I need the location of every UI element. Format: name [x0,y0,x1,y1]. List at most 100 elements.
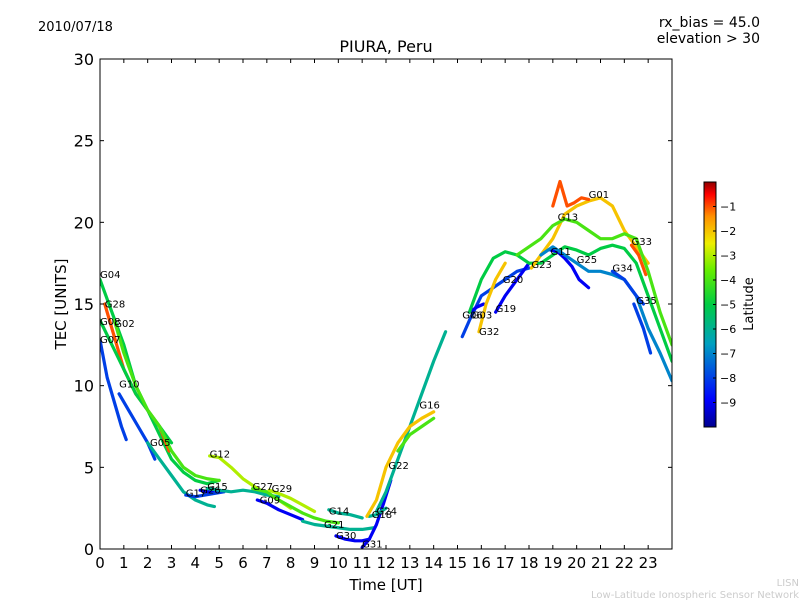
series-line-g32 [477,261,507,334]
series-line-g15 [205,486,281,499]
footer-network: Low-Latitude Ionospheric Sensor Network [591,590,799,600]
series-label-g11: G11 [550,247,570,258]
x-tick-label: 7 [262,554,272,572]
series-line-g14 [327,508,364,520]
x-tick-label: 15 [448,554,467,572]
x-tick-label: 5 [214,554,224,572]
x-tick-label: 9 [310,554,320,572]
series-label-g26: G26 [200,485,220,496]
series-label-g05: G05 [150,438,170,449]
series-label-g16: G16 [419,401,439,412]
series-line-g16 [396,416,436,453]
y-tick-label: 20 [74,213,94,232]
series-line-g18 [367,506,388,518]
series-line-g30 [334,534,371,543]
series-line-g33 [629,243,648,277]
series-label-g02: G02 [114,319,134,330]
x-tick-label: 16 [472,554,491,572]
colorbar-tick-label: −4 [720,274,736,287]
series-line-g01 [551,179,591,208]
series-line-g11 [548,248,591,290]
series-label-g07: G07 [100,335,120,346]
series-label-g24: G24 [376,507,396,518]
series-label-g17: G17 [186,489,206,500]
series-label-g30: G30 [336,531,356,542]
y-tick-label: 15 [74,295,94,314]
x-tick-label: 20 [567,554,586,572]
x-axis-ticks: 0 1 2 3 4 5 6 7 8 9 10 11 12 13 14 15 16 17 18 19 20 21 22 23 [95,59,658,572]
series-label-g14: G14 [329,507,349,518]
x-tick-label: 17 [496,554,515,572]
colorbar-tick-label: −7 [720,348,736,361]
series-line-g03 [467,302,486,314]
x-tick-label: 2 [143,554,153,572]
series-line-g35 [632,302,653,355]
series-line-g20 [467,243,672,363]
series-label-g20: G20 [503,275,523,286]
series-label-g13: G13 [558,213,578,224]
y-tick-label: 30 [74,50,94,69]
series-line-g21 [300,519,376,532]
y-tick-label: 25 [74,132,94,151]
series-group [100,179,672,549]
series-label-g15: G15 [207,482,227,493]
x-tick-label: 4 [191,554,201,572]
series-label-g32: G32 [479,327,499,338]
series-label-g12: G12 [210,450,230,461]
x-tick-label: 14 [424,554,443,572]
series-label-g33: G33 [631,237,651,248]
colorbar-tick-label: −5 [720,299,736,312]
series-line-g17 [184,490,226,499]
series-label-g22: G22 [388,461,408,472]
x-tick-label: 6 [238,554,248,572]
x-tick-label: 19 [543,554,562,572]
date-label: 2010/07/18 [38,20,113,35]
x-tick-label: 8 [286,554,296,572]
x-tick-label: 11 [353,554,372,572]
y-tick-label: 0 [84,540,94,559]
series-line-g13 [515,217,672,347]
y-axis-ticks: 0 5 10 15 20 25 30 [74,50,672,559]
series-line-g19 [494,261,531,314]
series-label-g35: G35 [636,296,656,307]
series-label-g19: G19 [496,304,516,315]
colorbar-tick-label: −1 [720,201,736,214]
x-tick-label: 18 [519,554,538,572]
chart-title: PIURA, Peru [339,37,432,56]
y-axis-label: TEC [UNITS] [52,259,70,351]
series-label-g27: G27 [253,482,273,493]
x-tick-label: 10 [329,554,348,572]
series-label-g09: G09 [260,495,280,506]
series-line-g05 [146,441,216,509]
x-tick-label: 22 [615,554,634,572]
x-tick-label: 13 [400,554,419,572]
x-tick-label: 21 [591,554,610,572]
colorbar-tick-label: −3 [720,250,736,263]
series-label-g08: G08 [100,317,120,328]
series-label-g03: G03 [472,311,492,322]
series-line-g07 [100,338,128,442]
series-label-g23: G23 [531,260,551,271]
colorbar-ticks: −1 −2 −3 −4 −5 −6 −7 −8 −9 [713,201,736,410]
y-tick-label: 10 [74,377,94,396]
series-label-g18: G18 [372,510,392,521]
series-line-g25 [539,245,672,383]
colorbar-tick-label: −2 [720,225,736,238]
series-line-g31 [360,478,393,549]
x-tick-label: 23 [639,554,658,572]
series-label-g28: G28 [105,299,125,310]
series-label-g31: G31 [362,539,382,550]
series-line-g09 [255,498,305,522]
x-tick-label: 1 [119,554,129,572]
series-line-g27 [250,486,340,525]
series-label-g29: G29 [272,484,292,495]
y-tick-label: 5 [84,458,94,477]
series-label-g34: G34 [612,263,632,274]
series-label-g21: G21 [324,520,344,531]
x-axis-label: Time [UT] [348,576,422,594]
rx-bias-label: rx_bias = 45.0 [659,15,760,31]
elevation-label: elevation > 30 [657,31,760,47]
x-tick-label: 0 [95,554,105,572]
